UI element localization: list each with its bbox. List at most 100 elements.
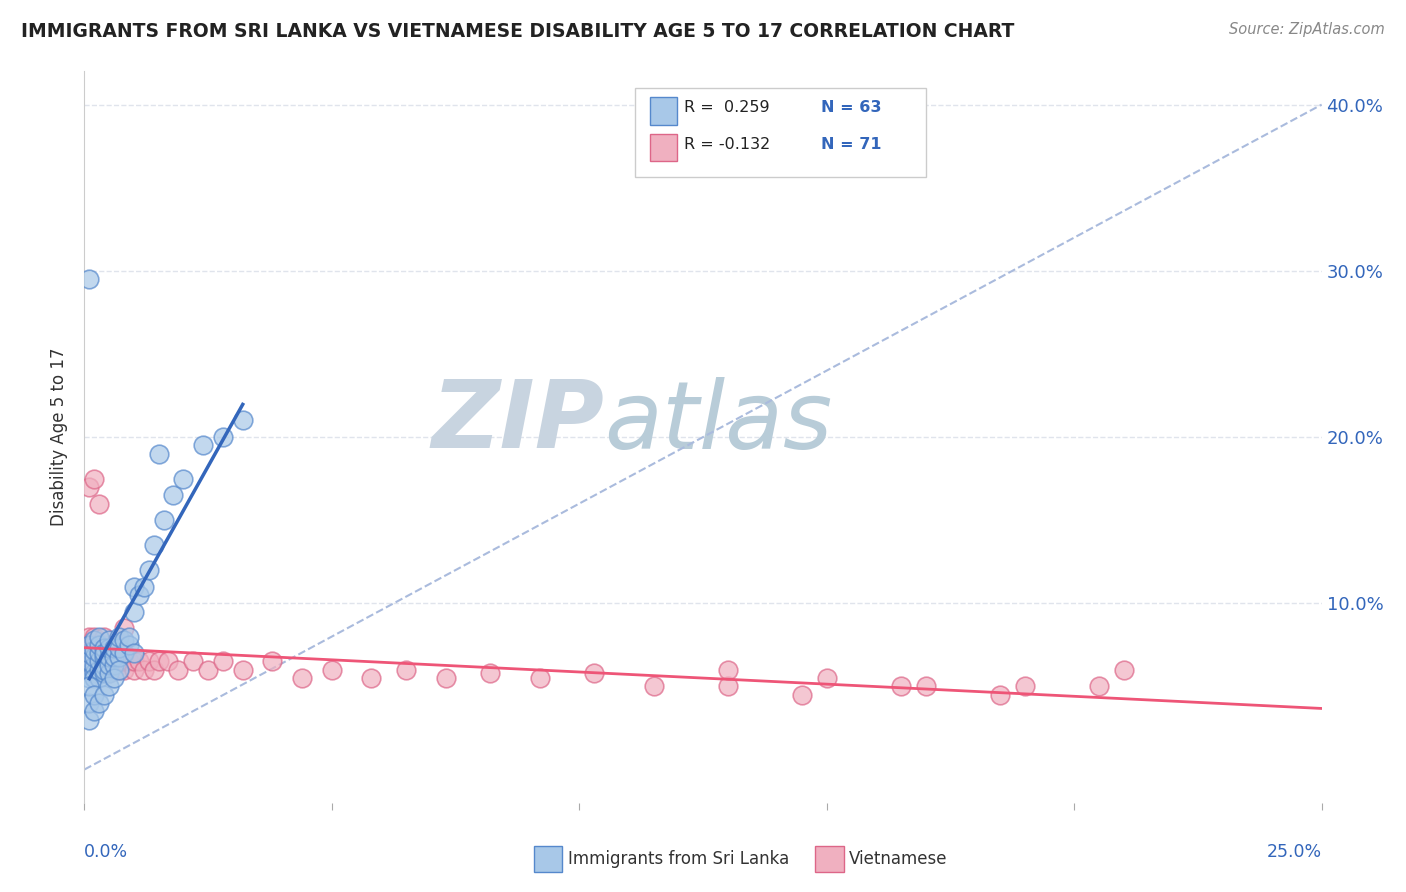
Point xyxy=(79,655,101,669)
Point xyxy=(83,638,105,652)
Point xyxy=(112,646,135,660)
Point xyxy=(112,621,135,635)
Point xyxy=(79,646,101,660)
Point xyxy=(142,663,165,677)
Point xyxy=(132,580,155,594)
Point xyxy=(914,680,936,694)
Point xyxy=(112,663,135,677)
Point xyxy=(232,413,254,427)
Point xyxy=(162,488,184,502)
Point xyxy=(128,655,150,669)
Point xyxy=(191,438,214,452)
Point xyxy=(79,480,101,494)
Point xyxy=(717,680,740,694)
Point xyxy=(98,657,121,672)
Text: Vietnamese: Vietnamese xyxy=(849,850,948,868)
Point xyxy=(79,638,101,652)
Point xyxy=(98,649,121,664)
Point xyxy=(83,655,105,669)
Point xyxy=(83,646,105,660)
Point xyxy=(83,649,105,664)
Point xyxy=(643,680,665,694)
Point xyxy=(98,641,121,656)
Point xyxy=(232,663,254,677)
Point xyxy=(98,666,121,681)
Point xyxy=(529,671,551,685)
Point xyxy=(79,663,101,677)
Point xyxy=(93,666,115,681)
Point xyxy=(93,663,115,677)
Point xyxy=(103,638,125,652)
Point xyxy=(103,649,125,664)
Point xyxy=(79,680,101,694)
Point xyxy=(93,688,115,702)
Point xyxy=(138,563,160,577)
Point xyxy=(98,649,121,664)
Point xyxy=(122,655,145,669)
Point xyxy=(434,671,457,685)
Point xyxy=(148,447,170,461)
Point xyxy=(79,630,101,644)
Point xyxy=(79,646,101,660)
Point xyxy=(360,671,382,685)
Point xyxy=(83,671,105,685)
Point xyxy=(118,655,141,669)
Point xyxy=(89,638,111,652)
Point xyxy=(83,663,105,677)
Point xyxy=(1088,680,1111,694)
Point xyxy=(103,641,125,656)
Point xyxy=(79,671,101,685)
Point xyxy=(103,646,125,660)
Point xyxy=(717,663,740,677)
Point xyxy=(89,646,111,660)
Point xyxy=(122,646,145,660)
Text: N = 71: N = 71 xyxy=(821,137,882,152)
Text: 0.0%: 0.0% xyxy=(84,843,128,861)
Text: R =  0.259: R = 0.259 xyxy=(685,101,770,115)
Point xyxy=(118,638,141,652)
Point xyxy=(83,666,105,681)
Point xyxy=(108,663,131,677)
Point xyxy=(83,643,105,657)
Point xyxy=(890,680,912,694)
Point xyxy=(79,663,101,677)
Point xyxy=(122,580,145,594)
Point xyxy=(118,630,141,644)
Text: ZIP: ZIP xyxy=(432,376,605,468)
Point xyxy=(79,655,101,669)
Point xyxy=(142,538,165,552)
Point xyxy=(79,696,101,710)
Point xyxy=(790,688,813,702)
Point xyxy=(112,655,135,669)
Point xyxy=(122,663,145,677)
Point xyxy=(93,649,115,664)
Point xyxy=(988,688,1011,702)
Point xyxy=(108,630,131,644)
Point xyxy=(103,663,125,677)
Point xyxy=(83,659,105,673)
Point xyxy=(93,638,115,652)
Point xyxy=(89,663,111,677)
Point xyxy=(93,657,115,672)
Point xyxy=(1112,663,1135,677)
Point xyxy=(89,497,111,511)
Point xyxy=(212,655,235,669)
Point xyxy=(89,646,111,660)
Point xyxy=(112,632,135,647)
Y-axis label: Disability Age 5 to 17: Disability Age 5 to 17 xyxy=(51,348,69,526)
Point xyxy=(98,641,121,656)
Point xyxy=(89,638,111,652)
Text: R = -0.132: R = -0.132 xyxy=(685,137,770,152)
Point xyxy=(93,646,115,660)
Point xyxy=(128,588,150,602)
Text: IMMIGRANTS FROM SRI LANKA VS VIETNAMESE DISABILITY AGE 5 TO 17 CORRELATION CHART: IMMIGRANTS FROM SRI LANKA VS VIETNAMESE … xyxy=(21,22,1015,41)
Point xyxy=(103,655,125,669)
Point xyxy=(98,657,121,672)
Point xyxy=(83,705,105,719)
Point xyxy=(112,646,135,660)
Point xyxy=(291,671,314,685)
Point xyxy=(89,696,111,710)
Point xyxy=(89,663,111,677)
Point xyxy=(79,638,101,652)
Point xyxy=(98,632,121,647)
